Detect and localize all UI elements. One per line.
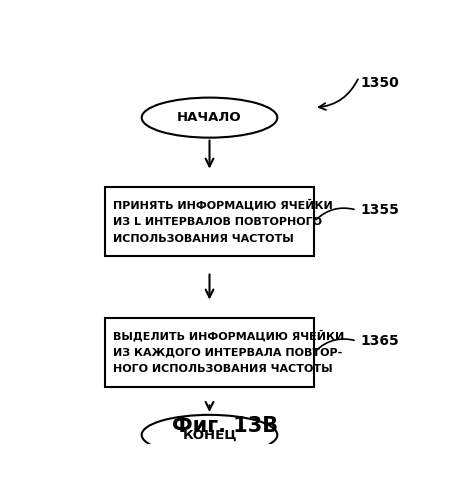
Text: 1355: 1355	[361, 203, 399, 217]
Text: КОНЕЦ: КОНЕЦ	[182, 428, 237, 442]
Text: ИЗ L ИНТЕРВАЛОВ ПОВТОРНОГО: ИЗ L ИНТЕРВАЛОВ ПОВТОРНОГО	[113, 217, 322, 227]
Text: ВЫДЕЛИТЬ ИНФОРМАЦИЮ ЯЧЕЙКИ: ВЫДЕЛИТЬ ИНФОРМАЦИЮ ЯЧЕЙКИ	[113, 330, 344, 341]
Bar	[105, 187, 314, 256]
Text: НОГО ИСПОЛЬЗОВАНИЯ ЧАСТОТЫ: НОГО ИСПОЛЬЗОВАНИЯ ЧАСТОТЫ	[113, 364, 332, 374]
Text: ИЗ КАЖДОГО ИНТЕРВАЛА ПОВТОР-: ИЗ КАЖДОГО ИНТЕРВАЛА ПОВТОР-	[113, 347, 342, 357]
Ellipse shape	[142, 415, 277, 455]
Text: 1350: 1350	[361, 76, 399, 90]
Ellipse shape	[142, 98, 277, 138]
Text: ПРИНЯТЬ ИНФОРМАЦИЮ ЯЧЕЙКИ: ПРИНЯТЬ ИНФОРМАЦИЮ ЯЧЕЙКИ	[113, 199, 333, 211]
Text: НАЧАЛО: НАЧАЛО	[177, 111, 242, 124]
Text: 1365: 1365	[361, 334, 399, 348]
Bar	[105, 318, 314, 387]
Text: Фиг. 13В: Фиг. 13В	[172, 416, 278, 436]
Text: ИСПОЛЬЗОВАНИЯ ЧАСТОТЫ: ИСПОЛЬЗОВАНИЯ ЧАСТОТЫ	[113, 234, 293, 244]
